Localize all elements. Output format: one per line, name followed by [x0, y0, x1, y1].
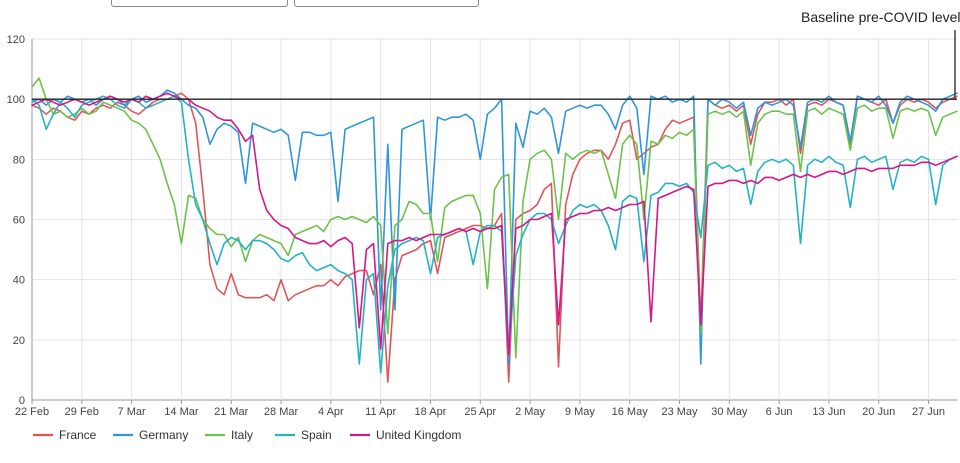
x-axis: 22 Feb 29 Feb 7 Mar 14 Mar 21 Mar 28 Mar 4 Apr…	[15, 400, 945, 418]
legend-label-italy[interactable]: Italy	[231, 428, 253, 442]
x-tick-label: 9 May	[565, 406, 595, 418]
legend-label-united-kingdom[interactable]: United Kingdom	[376, 428, 461, 442]
x-tick-label: 25 Apr	[464, 406, 496, 418]
baseline-label: Baseline pre-COVID levels	[801, 9, 960, 25]
y-tick-label: 20	[13, 335, 25, 347]
x-tick-label: 14 Mar	[164, 406, 199, 418]
y-tick-label: 0	[19, 395, 25, 407]
legend-label-france[interactable]: France	[59, 428, 97, 442]
grid	[31, 38, 957, 401]
legend: France Germany Italy Spain United Kingdom	[33, 428, 461, 442]
x-tick-label: 11 Apr	[365, 406, 396, 418]
series-line-germany[interactable]	[31, 89, 958, 365]
toolbar-box-left[interactable]	[111, 0, 288, 7]
series-lines	[31, 77, 958, 383]
x-tick-label: 6 Jun	[766, 406, 793, 418]
x-tick-label: 20 Jun	[862, 406, 895, 418]
x-tick-label: 27 Jun	[912, 406, 945, 418]
x-tick-label: 29 Feb	[65, 406, 99, 418]
x-tick-label: 4 Apr	[318, 406, 344, 418]
x-tick-label: 13 Jun	[812, 406, 845, 418]
y-tick-label: 60	[13, 215, 25, 227]
y-tick-label: 120	[7, 34, 25, 46]
x-tick-label: 16 May	[612, 406, 649, 418]
x-tick-label: 2 May	[515, 406, 545, 418]
x-tick-label: 28 Mar	[264, 406, 299, 418]
x-tick-label: 23 May	[661, 406, 698, 418]
y-tick-label: 80	[13, 154, 25, 166]
series-line-italy[interactable]	[31, 77, 958, 359]
y-tick-label: 100	[7, 94, 25, 106]
y-tick-label: 40	[13, 275, 25, 287]
baseline-group: Baseline pre-COVID levels	[32, 9, 960, 100]
series-line-france[interactable]	[31, 92, 958, 383]
x-tick-label: 21 Mar	[214, 406, 249, 418]
toolbar-box-right[interactable]	[294, 0, 479, 7]
x-tick-label: 18 Apr	[415, 406, 447, 418]
x-tick-label: 30 May	[711, 406, 748, 418]
x-tick-label: 22 Feb	[15, 406, 49, 418]
y-axis: 0 20 40 60 80 100 120	[7, 34, 25, 407]
legend-label-germany[interactable]: Germany	[139, 428, 188, 442]
series-line-spain[interactable]	[31, 95, 958, 374]
legend-label-spain[interactable]: Spain	[301, 428, 332, 442]
x-tick-label: 7 Mar	[118, 406, 146, 418]
